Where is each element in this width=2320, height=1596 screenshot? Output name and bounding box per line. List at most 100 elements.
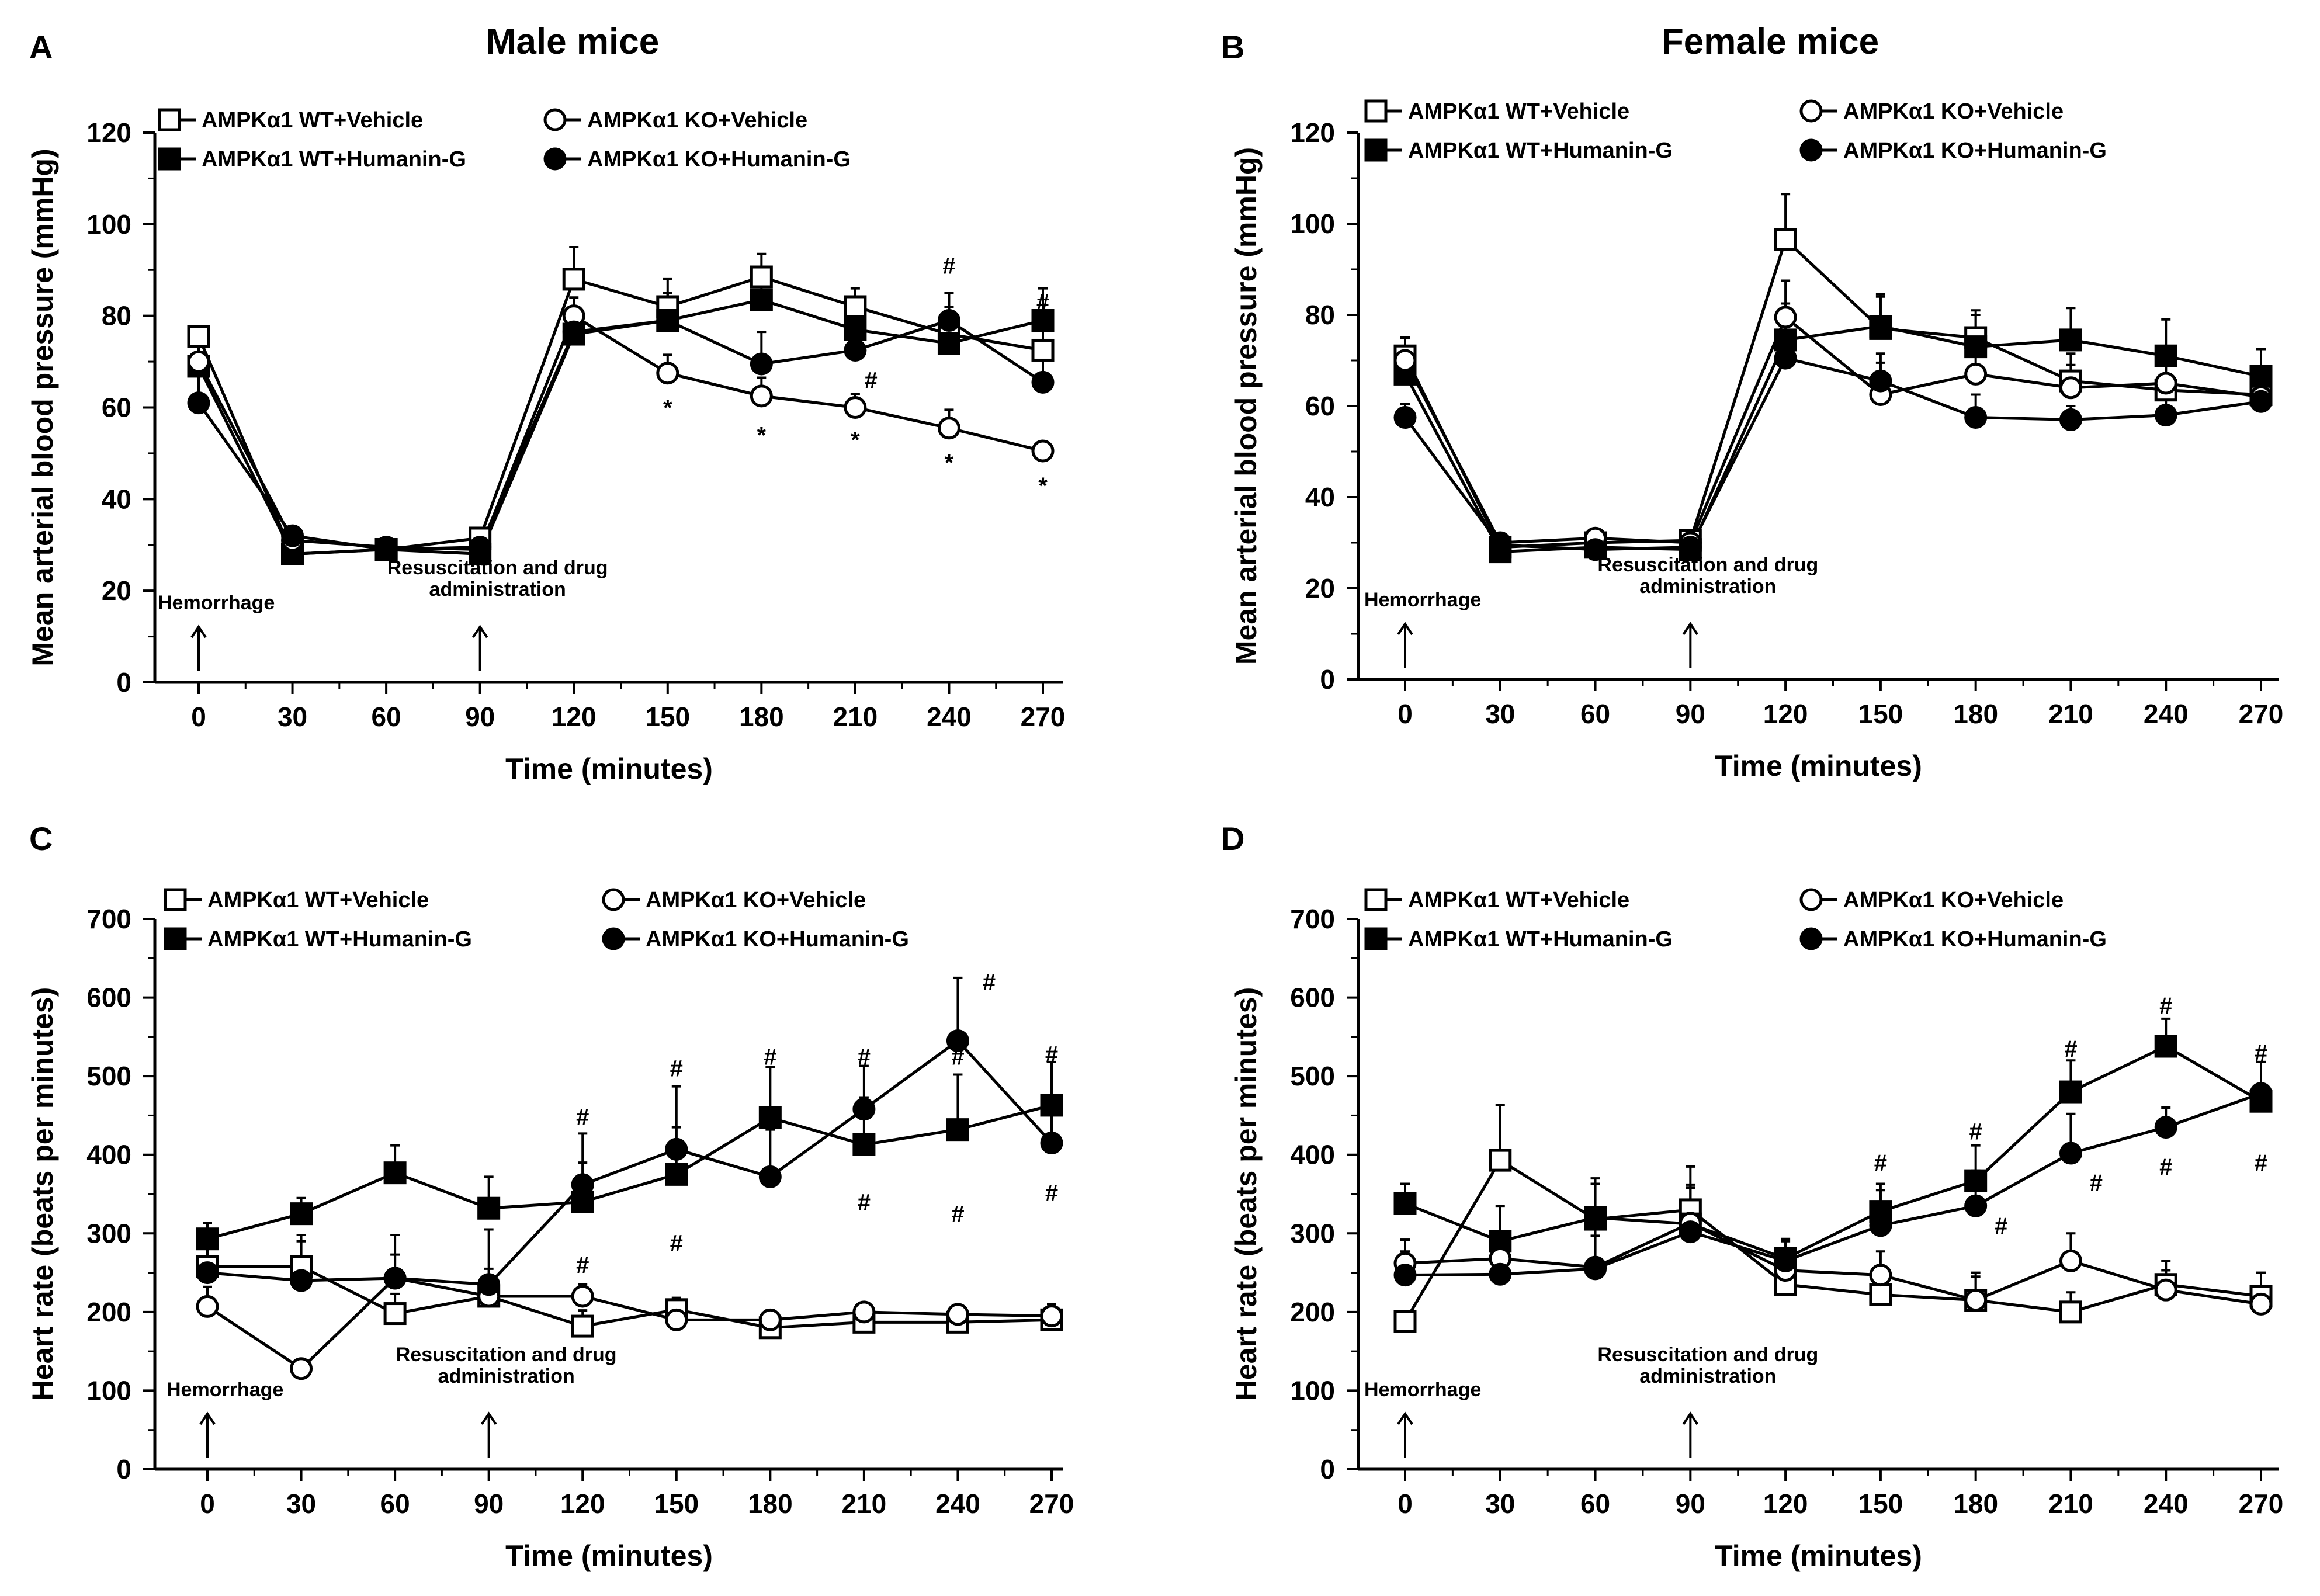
legend-label: AMPKα1 KO+Vehicle: [1843, 888, 2064, 913]
data-point: [1584, 1257, 1607, 1281]
data-point: [1964, 1194, 1988, 1217]
legend-label: AMPKα1 KO+Humanin-G: [587, 147, 851, 172]
y-tick-label: 100: [86, 209, 131, 240]
y-tick-label: 40: [1305, 482, 1335, 512]
data-point: [1774, 1249, 1797, 1272]
x-tick-label: 180: [1953, 1489, 1998, 1519]
data-point: [1031, 338, 1055, 362]
y-axis-label: Heart rate (beats per minutes): [26, 987, 59, 1401]
legend-label: AMPKα1 KO+Vehicle: [1843, 99, 2064, 124]
data-point: [1393, 1192, 1417, 1215]
series-line: [1403, 237, 2262, 549]
data-point: [1679, 1220, 1702, 1244]
legend-entry: AMPKα1 KO+Humanin-G: [602, 927, 909, 952]
data-point: [946, 1303, 969, 1326]
significance-mark: #: [2159, 1154, 2172, 1180]
data-point: [665, 1163, 688, 1186]
x-tick-label: 150: [1858, 1489, 1903, 1519]
y-tick-label: 0: [1320, 1454, 1335, 1484]
annotation-text: administration: [438, 1365, 575, 1387]
x-tick-label: 60: [1580, 699, 1610, 729]
data-point: [1869, 315, 1892, 338]
data-point: [1774, 346, 1797, 370]
legend-label: AMPKα1 KO+Humanin-G: [646, 927, 909, 952]
panel-title: Male mice: [486, 22, 659, 62]
significance-mark: #: [1036, 290, 1049, 315]
data-point: [1964, 362, 1988, 386]
data-point: [1393, 1264, 1417, 1287]
data-point: [2154, 372, 2177, 395]
data-point: [758, 1106, 782, 1129]
x-tick-label: 180: [739, 702, 784, 732]
x-tick-label: 150: [654, 1489, 699, 1519]
data-point: [196, 1227, 219, 1251]
y-axis-label: Mean arterial blood pressure (mmHg): [1230, 147, 1263, 665]
y-tick-label: 200: [86, 1297, 131, 1327]
data-point: [2154, 1035, 2177, 1058]
data-point: [1774, 306, 1797, 329]
significance-mark: #: [764, 1045, 776, 1070]
legend-label: AMPKα1 WT+Humanin-G: [1408, 138, 1673, 163]
significance-mark: #: [1969, 1119, 1982, 1144]
legend-entry: AMPKα1 WT+Humanin-G: [1364, 138, 1673, 163]
legend-entry: AMPKα1 WT+Humanin-G: [158, 147, 466, 172]
data-point: [1584, 538, 1607, 561]
x-tick-label: 30: [286, 1489, 316, 1519]
annotation-arrowhead: [199, 1411, 216, 1425]
x-tick-label: 30: [1485, 699, 1515, 729]
legend-entry: AMPKα1 KO+Vehicle: [543, 108, 807, 133]
data-point: [187, 391, 210, 415]
series-line: [1403, 314, 2262, 544]
data-point: [665, 1137, 688, 1161]
significance-mark: #: [2255, 1040, 2267, 1066]
data-point: [937, 417, 960, 440]
y-tick-label: 600: [86, 983, 131, 1013]
series-line: [1405, 1045, 2262, 1261]
series-line: [197, 298, 1043, 556]
data-point: [469, 536, 492, 559]
data-point: [1393, 406, 1417, 429]
data-point: [1869, 1283, 1892, 1306]
x-tick-label: 210: [2048, 699, 2093, 729]
data-point: [844, 295, 867, 318]
y-tick-label: 200: [1290, 1297, 1335, 1327]
data-point: [374, 538, 398, 561]
data-point: [1040, 1094, 1063, 1117]
y-tick-label: 600: [1290, 983, 1335, 1013]
series-line: [1403, 1158, 2262, 1323]
annotation-text: administration: [429, 578, 566, 601]
data-point: [477, 1196, 501, 1220]
significance-mark: #: [1045, 1180, 1058, 1206]
legend-entry: AMPKα1 KO+Vehicle: [602, 888, 866, 913]
x-tick-label: 180: [748, 1489, 793, 1519]
data-point: [383, 1161, 407, 1185]
x-tick-label: 210: [2048, 1489, 2093, 1519]
series-line: [207, 1104, 1052, 1241]
data-point: [2154, 404, 2177, 427]
data-point: [562, 320, 585, 344]
significance-mark: #: [951, 1202, 964, 1227]
data-point: [852, 1098, 876, 1121]
legend-label: AMPKα1 WT+Vehicle: [1408, 99, 1629, 124]
legend-marker: [1364, 99, 1388, 123]
x-tick-label: 60: [380, 1489, 410, 1519]
legend-label: AMPKα1 KO+Humanin-G: [1843, 927, 2107, 952]
data-point: [1869, 369, 1892, 393]
y-tick-label: 0: [116, 667, 131, 698]
data-point: [937, 332, 960, 355]
data-point: [750, 265, 773, 289]
panel-title: Female mice: [1662, 22, 1879, 62]
data-point: [758, 1165, 782, 1188]
x-tick-label: 150: [645, 702, 690, 732]
x-tick-label: 90: [465, 702, 495, 732]
data-point: [187, 325, 210, 348]
series-line: [1403, 324, 2262, 554]
series-line: [197, 313, 1043, 551]
annotation-arrowhead: [1397, 622, 1413, 636]
significance-mark: #: [2064, 1036, 2077, 1062]
data-point: [758, 1308, 782, 1331]
data-point: [2059, 1080, 2082, 1104]
y-tick-label: 700: [86, 904, 131, 934]
x-tick-label: 270: [2239, 699, 2284, 729]
legend-label: AMPKα1 KO+Humanin-G: [1843, 138, 2107, 163]
